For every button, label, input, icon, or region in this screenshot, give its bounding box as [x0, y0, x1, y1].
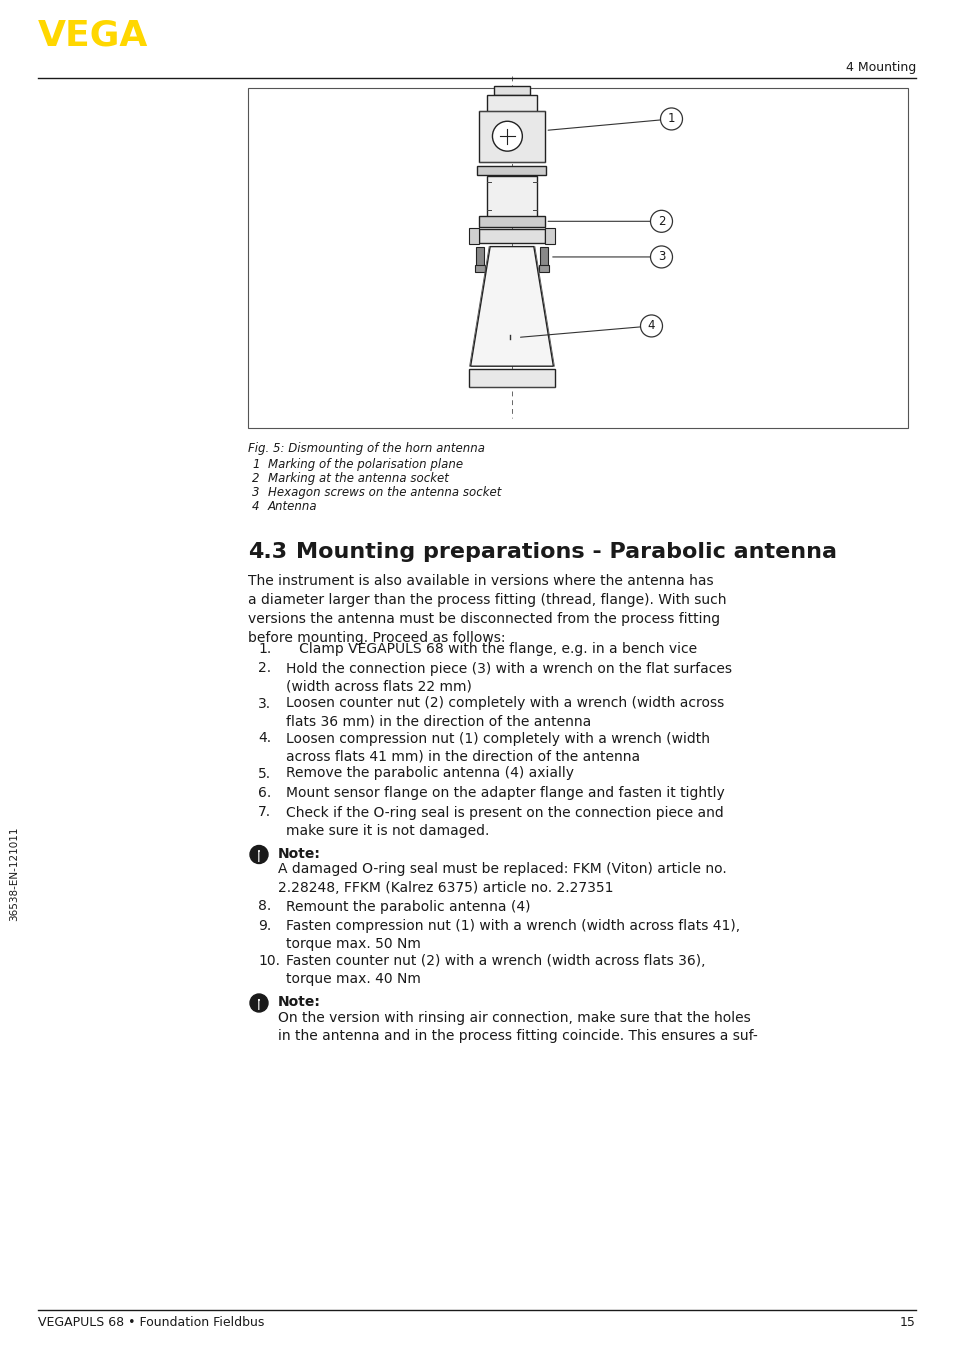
Text: Antenna: Antenna — [268, 500, 317, 513]
Text: •: • — [256, 998, 261, 1005]
Text: 4.: 4. — [257, 731, 271, 746]
Text: 2: 2 — [657, 215, 664, 227]
Text: A damaged O-ring seal must be replaced: FKM (Viton) article no.
2.28248, FFKM (K: A damaged O-ring seal must be replaced: … — [277, 862, 726, 895]
Text: VEGAPULS 68 • Foundation Fieldbus: VEGAPULS 68 • Foundation Fieldbus — [38, 1316, 264, 1330]
Text: 4.3: 4.3 — [248, 542, 287, 562]
Text: 1: 1 — [252, 458, 259, 471]
Text: 6.: 6. — [257, 787, 271, 800]
Bar — [539, 246, 548, 267]
Ellipse shape — [650, 210, 672, 233]
Text: Loosen counter nut (2) completely with a wrench (width across
flats 36 mm) in th: Loosen counter nut (2) completely with a… — [286, 696, 723, 728]
Text: 9.: 9. — [257, 919, 271, 933]
Text: Fig. 5: Dismounting of the horn antenna: Fig. 5: Dismounting of the horn antenna — [248, 441, 484, 455]
Text: |: | — [257, 999, 260, 1010]
Text: The instrument is also available in versions where the antenna has
a diameter la: The instrument is also available in vers… — [248, 574, 726, 645]
Polygon shape — [470, 246, 553, 366]
Ellipse shape — [250, 845, 268, 864]
Bar — [469, 229, 478, 244]
Text: Note:: Note: — [277, 995, 320, 1009]
Text: 1.: 1. — [257, 642, 271, 655]
Text: 2: 2 — [252, 473, 259, 485]
Text: 5.: 5. — [257, 766, 271, 780]
Text: 4: 4 — [647, 320, 655, 333]
Bar — [486, 95, 537, 114]
Text: 4: 4 — [252, 500, 259, 513]
Text: 3: 3 — [658, 250, 664, 264]
Text: 15: 15 — [900, 1316, 915, 1330]
Text: 4 Mounting: 4 Mounting — [845, 61, 915, 74]
Text: 10.: 10. — [257, 955, 280, 968]
Text: Fasten compression nut (1) with a wrench (width across flats 41),
torque max. 50: Fasten compression nut (1) with a wrench… — [286, 919, 740, 952]
Text: Hexagon screws on the antenna socket: Hexagon screws on the antenna socket — [268, 486, 501, 500]
Text: On the version with rinsing air connection, make sure that the holes
in the ante: On the version with rinsing air connecti… — [277, 1011, 757, 1044]
Text: Remove the parabolic antenna (4) axially: Remove the parabolic antenna (4) axially — [286, 766, 574, 780]
Bar — [538, 265, 549, 272]
Bar — [248, 88, 907, 428]
Text: |: | — [257, 852, 260, 862]
Ellipse shape — [639, 315, 661, 337]
Ellipse shape — [250, 994, 268, 1011]
Text: •: • — [256, 849, 261, 856]
Ellipse shape — [659, 108, 681, 130]
Bar — [477, 167, 546, 175]
Text: 3: 3 — [252, 486, 259, 500]
Text: 1: 1 — [667, 112, 675, 126]
Bar — [476, 246, 483, 267]
Ellipse shape — [492, 122, 522, 152]
Text: Loosen compression nut (1) completely with a wrench (width
across flats 41 mm) i: Loosen compression nut (1) completely wi… — [286, 731, 709, 764]
Text: Mounting preparations - Parabolic antenna: Mounting preparations - Parabolic antenn… — [295, 542, 836, 562]
Text: 3.: 3. — [257, 696, 271, 711]
Text: Clamp VEGAPULS 68 with the flange, e.g. in a bench vice: Clamp VEGAPULS 68 with the flange, e.g. … — [286, 642, 697, 655]
Text: Note:: Note: — [277, 846, 320, 861]
Text: 36538-EN-121011: 36538-EN-121011 — [9, 827, 19, 921]
Text: Remount the parabolic antenna (4): Remount the parabolic antenna (4) — [286, 899, 530, 914]
Text: Marking of the polarisation plane: Marking of the polarisation plane — [268, 458, 462, 471]
Text: 2.: 2. — [257, 662, 271, 676]
Bar — [475, 265, 484, 272]
Bar — [478, 215, 545, 227]
Text: 7.: 7. — [257, 806, 271, 819]
Text: Hold the connection piece (3) with a wrench on the flat surfaces
(width across f: Hold the connection piece (3) with a wre… — [286, 662, 731, 693]
Bar — [486, 176, 537, 218]
Bar — [545, 229, 554, 244]
Text: Check if the O-ring seal is present on the connection piece and
make sure it is : Check if the O-ring seal is present on t… — [286, 806, 723, 838]
Ellipse shape — [650, 246, 672, 268]
Bar — [478, 229, 545, 244]
Text: Mount sensor flange on the adapter flange and fasten it tightly: Mount sensor flange on the adapter flang… — [286, 787, 724, 800]
Bar — [478, 111, 545, 161]
Bar — [469, 368, 554, 387]
Bar — [493, 85, 530, 95]
Text: Marking at the antenna socket: Marking at the antenna socket — [268, 473, 449, 485]
Text: 8.: 8. — [257, 899, 271, 914]
Text: VEGA: VEGA — [38, 18, 149, 51]
Text: Fasten counter nut (2) with a wrench (width across flats 36),
torque max. 40 Nm: Fasten counter nut (2) with a wrench (wi… — [286, 955, 705, 987]
